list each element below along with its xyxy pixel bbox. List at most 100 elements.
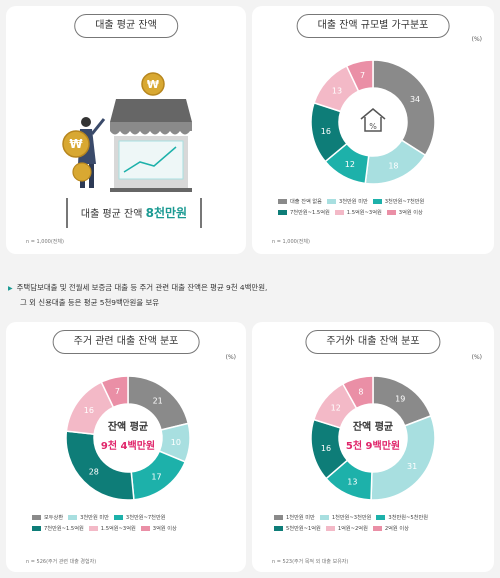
legend-row: 대출 잔액 없음 3천만원 미만 3천만원~7천만원 [278, 198, 424, 205]
center-title: 잔액 평균 [352, 422, 394, 433]
center-title: 잔액 평균 [107, 422, 149, 433]
svg-text:₩: ₩ [147, 78, 159, 91]
panel-title: 대출 평균 잔액 [74, 14, 178, 38]
legend-label: 7천만원~1.5억원 [44, 526, 84, 532]
panel-balance-distribution: 대출 잔액 규모별 가구분포 (%) 34 18 12 16 13 7 % 대출 잔액 없… [252, 6, 494, 254]
legend-label: 1억원~2억원 [337, 526, 368, 532]
donut-hole [95, 405, 161, 471]
legend-item: 3억원 이상 [140, 525, 177, 532]
legend-item: 3억원 이상 [386, 209, 423, 216]
legend-label: 1.5억원~3억원 [346, 210, 382, 216]
unit-label: (%) [225, 354, 236, 361]
unit-label: (%) [471, 36, 482, 43]
legend-swatch [326, 199, 336, 204]
slice-value-label: 16 [321, 127, 331, 136]
panel-title: 주거 관련 대출 잔액 분포 [52, 330, 200, 354]
legend-swatch [372, 199, 382, 204]
sample-note: n = 1,000(전체) [26, 239, 64, 245]
balance-distribution-legend: 대출 잔액 없음 3천만원 미만 3천만원~7천만원 7천만원~1.5억원 1.5억원~… [278, 198, 424, 220]
donut-hole [340, 405, 406, 471]
balance-distribution-donut: 34 18 12 16 13 7 [310, 59, 436, 185]
sample-note: n = 523(주거 목적 외 대출 보유자) [272, 559, 349, 565]
legend-item: 3천만원 미만 [326, 198, 368, 205]
non-housing-loan-legend: 1천만원 미만 1천만원~3천만원 3천만원~5천만원 5천만원~1억원 1억원~2억원… [274, 514, 428, 536]
slice-value-label: 12 [331, 404, 341, 413]
panel-average-balance: 대출 평균 잔액 ₩ ₩ 대출 평균 잔액 8천만원 n = 1,000(전체) [6, 6, 246, 254]
svg-text:₩: ₩ [69, 137, 83, 151]
slice-value-label: 16 [321, 444, 331, 453]
legend-item: 7천만원~1.5억원 [278, 209, 330, 216]
bullet-text: 주택담보대출 및 전월세 보증금 대출 등 주거 관련 대출 잔액은 평균 9천… [16, 283, 268, 292]
panel-title: 대출 잔액 규모별 가구분포 [296, 14, 450, 38]
shop-illustration: ₩ ₩ [62, 72, 192, 192]
slice-value-label: 13 [347, 477, 357, 486]
legend-label: 1천만원~3천만원 [331, 515, 372, 521]
slice-value-label: 19 [395, 394, 405, 403]
legend-swatch [278, 210, 287, 215]
non-housing-loan-donut: 19 31 13 16 12 8 [310, 375, 436, 501]
legend-label: 모두상환 [44, 515, 64, 521]
legend-item: 3천만원~7천만원 [372, 198, 425, 205]
slice-value-label: 34 [410, 95, 420, 104]
slice-value-label: 16 [84, 406, 94, 415]
legend-item: 3천만원~5천만원 [376, 514, 428, 521]
legend-item: 1천만원 미만 [274, 514, 315, 521]
slice-value-label: 28 [89, 468, 99, 477]
house-percent-label: % [369, 122, 377, 131]
legend-label: 1천만원 미만 [286, 515, 315, 521]
donut-center: 잔액 평균 9천 4백만원 [78, 418, 178, 452]
legend-label: 3천만원~7천만원 [384, 199, 425, 205]
legend-swatch [278, 199, 287, 204]
legend-label: 3천만원 미만 [338, 199, 368, 205]
legend-swatch [140, 526, 150, 531]
donut-center: 잔액 평균 5천 9백만원 [323, 418, 423, 452]
slice-value-label: 7 [360, 71, 365, 80]
legend-item: 1.5억원~3억원 [88, 525, 136, 532]
slice-value-label: 8 [358, 388, 363, 397]
donut-slice [370, 414, 436, 501]
bullet-line-1: ▶ 주택담보대출 및 전월세 보증금 대출 등 주거 관련 대출 잔액은 평균 9… [8, 282, 267, 293]
donut-slice [100, 375, 129, 409]
slice-value-label: 21 [153, 396, 163, 405]
won-coin-icon [141, 72, 165, 96]
donut-slice [341, 375, 374, 410]
legend-row: 모두상환 3천만원 미만 3천만원~7천만원 [32, 514, 177, 521]
summary-value: 8천만원 [145, 206, 188, 220]
slice-value-label: 13 [332, 86, 342, 95]
legend-item: 1천만원~3천만원 [319, 514, 372, 521]
legend-swatch [32, 526, 41, 531]
legend-label: 2억원 이상 [384, 526, 409, 532]
legend-item: 3천만원 미만 [68, 514, 109, 521]
legend-swatch [334, 210, 344, 215]
legend-label: 3천만원~5천만원 [388, 515, 428, 521]
legend-label: 1.5억원~3억원 [100, 526, 136, 532]
legend-label: 7천만원~1.5억원 [290, 210, 330, 216]
center-value: 9천 4백만원 [100, 441, 156, 452]
donut-slice [345, 59, 374, 93]
housing-loan-donut: 21 10 17 28 16 7 [65, 375, 191, 501]
legend-swatch [68, 515, 78, 520]
legend-swatch [274, 526, 283, 531]
legend-swatch [32, 515, 41, 520]
house-percent-icon: % [360, 108, 386, 132]
donut-slice [372, 59, 436, 157]
panel-housing-loan: 주거 관련 대출 잔액 분포 (%) 21 10 17 28 16 7 잔액 평균 9천 … [6, 322, 246, 572]
bullet-triangle-icon: ▶ [8, 285, 13, 292]
legend-label: 3천만원~7천만원 [125, 515, 166, 521]
legend-label: 3억원 이상 [398, 210, 423, 216]
panel-title: 주거外 대출 잔액 분포 [305, 330, 441, 354]
legend-swatch [386, 210, 396, 215]
center-value: 5천 9백만원 [345, 441, 401, 452]
unit-label: (%) [471, 354, 482, 361]
legend-swatch [319, 515, 329, 520]
legend-swatch [274, 515, 283, 520]
legend-item: 대출 잔액 없음 [278, 198, 322, 205]
legend-label: 대출 잔액 없음 [290, 199, 322, 205]
legend-swatch [372, 526, 382, 531]
legend-row: 5천만원~1억원 1억원~2억원 2억원 이상 [274, 525, 428, 532]
summary-label: 대출 평균 잔액 [80, 209, 143, 220]
slice-value-label: 18 [388, 161, 398, 170]
legend-item: 2억원 이상 [372, 525, 409, 532]
legend-row: 7천만원~1.5억원 1.5억원~3억원 3억원 이상 [278, 209, 424, 216]
legend-item: 1억원~2억원 [325, 525, 368, 532]
